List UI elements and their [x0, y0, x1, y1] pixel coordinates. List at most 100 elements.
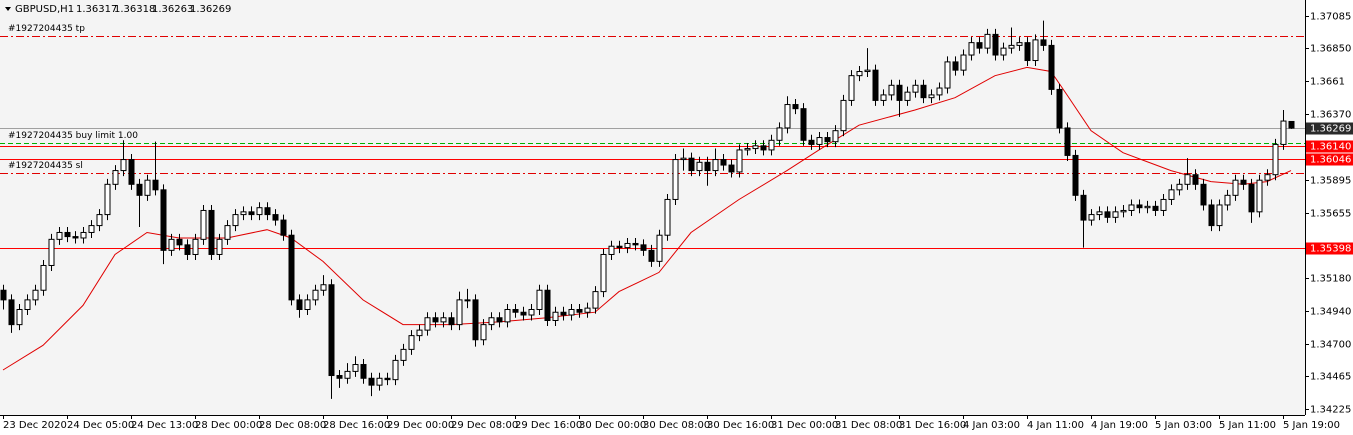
candle-body — [616, 245, 623, 249]
order-label: #1927204435 tp — [8, 24, 85, 34]
candle-body — [744, 148, 751, 151]
candle-body — [1160, 198, 1167, 211]
candle-body — [632, 242, 639, 246]
candle-body — [1064, 127, 1071, 156]
candle-body — [1040, 39, 1047, 46]
candle-body — [496, 317, 503, 323]
candle-body — [256, 207, 263, 216]
candle-body — [656, 234, 663, 262]
candle-body — [504, 308, 511, 323]
candle-body — [64, 231, 71, 238]
y-tick-label: 1.3661 — [1310, 77, 1345, 88]
candle-body — [208, 209, 215, 255]
x-tick-label: 4 Jan 03:00 — [963, 420, 1020, 431]
candle-body — [608, 245, 615, 255]
candle-body — [320, 284, 327, 291]
candle-body — [920, 84, 927, 99]
header-high: 1.36318 — [114, 4, 155, 15]
menu-arrow[interactable] — [5, 7, 11, 11]
y-tick-label: 1.37085 — [1310, 12, 1351, 23]
order-label: #1927204435 sl — [8, 161, 83, 171]
header-close: 1.36269 — [190, 4, 231, 15]
candle-body — [960, 54, 967, 71]
y-tick-label: 1.35895 — [1310, 176, 1351, 187]
candle-body — [824, 137, 831, 143]
candle-body — [488, 317, 495, 326]
candle-body — [240, 211, 247, 216]
candle-body — [792, 104, 799, 110]
candle-body — [912, 84, 919, 93]
candle-body — [176, 238, 183, 246]
header-low: 1.36263 — [152, 4, 193, 15]
candle-body — [160, 189, 167, 251]
candle-body — [352, 364, 359, 372]
candle-body — [1272, 143, 1279, 176]
x-tick-label: 4 Jan 11:00 — [1027, 420, 1084, 431]
candle-body — [1080, 194, 1087, 221]
candle-body — [624, 242, 631, 249]
price-label-box — [1306, 140, 1353, 153]
candle-body — [1024, 42, 1031, 62]
candle-body — [264, 207, 271, 216]
candle-body — [1152, 205, 1159, 211]
y-tick-label: 1.35655 — [1310, 209, 1351, 220]
price-label-box — [1306, 153, 1353, 166]
candle-body — [392, 359, 399, 381]
candle-body — [1104, 211, 1111, 218]
x-tick-label: 29 Dec 16:00 — [515, 420, 582, 431]
candle-body — [40, 264, 47, 291]
candle-body — [704, 161, 711, 172]
candle-body — [664, 198, 671, 236]
candle-body — [952, 61, 959, 71]
candle-body — [696, 161, 703, 172]
candle-body — [424, 317, 431, 331]
candle-body — [464, 299, 471, 302]
candle-body — [104, 183, 111, 216]
candle-body — [728, 164, 735, 173]
candle-body — [1128, 204, 1135, 211]
candle-body — [568, 308, 575, 316]
candle-body — [736, 149, 743, 173]
candle-body — [376, 377, 383, 386]
candle-body — [288, 234, 295, 301]
candle-body — [0, 289, 7, 301]
candle-body — [832, 130, 839, 143]
x-tick-label: 5 Jan 03:00 — [1155, 420, 1212, 431]
x-tick-label: 5 Jan 19:00 — [1283, 420, 1340, 431]
order-label: #1927204435 buy limit 1.00 — [8, 131, 138, 141]
candle-body — [48, 238, 55, 266]
candle-body — [680, 157, 687, 161]
candle-body — [1096, 211, 1103, 216]
x-tick-label: 31 Dec 00:00 — [771, 420, 838, 431]
candle-body — [536, 289, 543, 310]
candle-body — [448, 317, 455, 326]
candle-body — [96, 214, 103, 227]
candle-body — [1184, 174, 1191, 185]
candle-body — [1136, 204, 1143, 209]
candle-body — [528, 308, 535, 316]
candle-body — [344, 370, 351, 379]
candle-body — [872, 69, 879, 101]
candle-body — [760, 145, 767, 151]
plot-area — [0, 0, 1305, 415]
candle-body — [1224, 194, 1231, 206]
candle-body — [864, 69, 871, 73]
candle-body — [336, 375, 343, 379]
candle-body — [1232, 179, 1239, 196]
header-open: 1.36317 — [76, 4, 117, 15]
candle-body — [720, 159, 727, 166]
candle-body — [1016, 42, 1023, 46]
candle-body — [968, 42, 975, 56]
candle-body — [136, 183, 143, 196]
candle-body — [592, 291, 599, 309]
current-price-box — [1306, 122, 1353, 135]
candle-body — [32, 289, 39, 301]
candle-body — [360, 364, 367, 379]
candle-body — [384, 377, 391, 381]
candle-body — [248, 211, 255, 216]
candle-body — [80, 231, 87, 239]
candle-body — [1056, 88, 1063, 129]
candle-body — [168, 238, 175, 251]
candle-body — [552, 311, 559, 322]
candle-body — [1008, 44, 1015, 49]
